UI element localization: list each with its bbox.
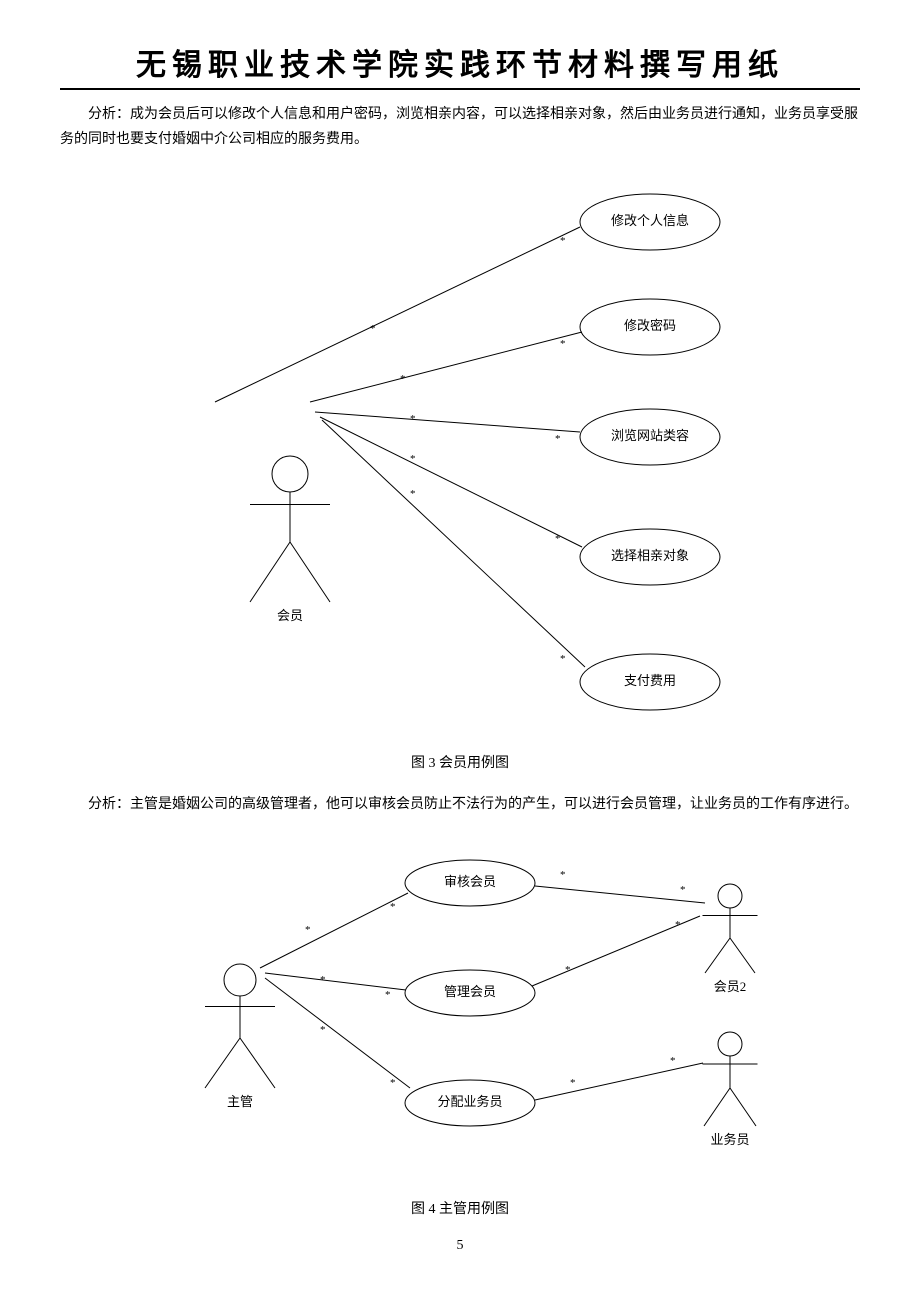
multiplicity-star: *: [560, 338, 566, 350]
usecase-label-uc3: 浏览网站类容: [611, 428, 689, 443]
usecase-label-uc5: 支付费用: [624, 673, 676, 688]
multiplicity-star: *: [555, 433, 561, 445]
actor-label-member: 会员: [277, 608, 303, 623]
usecase-uc1: 修改个人信息: [580, 194, 720, 250]
actor-staff: 业务员: [703, 1032, 758, 1147]
multiplicity-star: *: [410, 488, 416, 500]
multiplicity-star: *: [305, 924, 311, 936]
usecase-uc3: 浏览网站类容: [580, 409, 720, 465]
usecase-label-uc8: 分配业务员: [437, 1094, 502, 1109]
actor-mem2: 会员2: [703, 884, 758, 994]
multiplicity-star: *: [675, 919, 681, 931]
multiplicity-star: *: [390, 1077, 396, 1089]
association-line: [315, 412, 580, 432]
usecase-label-uc1: 修改个人信息: [611, 213, 689, 228]
multiplicity-star: *: [560, 653, 566, 665]
association-line: [310, 332, 582, 402]
diagram-2-container: * * * * * * * * * * * * 审核会员管理会员分配业务员 主管 会员2 业务员: [110, 838, 810, 1178]
actor-label-staff: 业务员: [710, 1132, 749, 1147]
multiplicity-star: *: [385, 989, 391, 1001]
page-title: 无锡职业技术学院实践环节材料撰写用纸: [60, 40, 860, 90]
association-line: [265, 973, 406, 990]
usecase-label-uc2: 修改密码: [624, 318, 676, 333]
multiplicity-star: *: [570, 1077, 576, 1089]
usecase-label-uc6: 审核会员: [444, 874, 496, 889]
multiplicity-star: *: [680, 884, 686, 896]
usecase-label-uc4: 选择相亲对象: [611, 548, 689, 563]
caption-2: 图 4 主管用例图: [60, 1198, 860, 1218]
usecase-label-uc7: 管理会员: [444, 984, 496, 999]
actor-label-mem2: 会员2: [714, 979, 747, 994]
actor-label-mgr: 主管: [227, 1094, 253, 1109]
usecase-uc4: 选择相亲对象: [580, 529, 720, 585]
association-line: [260, 893, 408, 968]
multiplicity-star: *: [565, 964, 571, 976]
section1-paragraph: 分析：成为会员后可以修改个人信息和用户密码，浏览相亲内容，可以选择相亲对象，然后…: [60, 102, 860, 152]
multiplicity-star: *: [320, 1024, 326, 1036]
association-line: [215, 227, 580, 402]
usecase-uc2: 修改密码: [580, 299, 720, 355]
usecase-diagram-1: * * * * * * * * * * 修改个人信息修改密码浏览网站类容选择相亲对象支付费用 会员: [110, 172, 810, 732]
caption-1: 图 3 会员用例图: [60, 752, 860, 772]
multiplicity-star: *: [370, 323, 376, 335]
section2-paragraph: 分析：主管是婚姻公司的高级管理者，他可以审核会员防止不法行为的产生，可以进行会员…: [60, 792, 860, 817]
association-line: [320, 417, 582, 547]
multiplicity-star: *: [410, 413, 416, 425]
multiplicity-star: *: [320, 974, 326, 986]
usecase-uc5: 支付费用: [580, 654, 720, 710]
diagram-1-container: * * * * * * * * * * 修改个人信息修改密码浏览网站类容选择相亲对象支付费用 会员: [110, 172, 810, 732]
multiplicity-star: *: [560, 235, 566, 247]
multiplicity-star: *: [410, 453, 416, 465]
usecase-uc6: 审核会员: [405, 860, 535, 906]
actor-mgr: 主管: [205, 964, 275, 1109]
multiplicity-star: *: [400, 373, 406, 385]
association-line: [322, 420, 585, 667]
multiplicity-star: *: [670, 1055, 676, 1067]
multiplicity-star: *: [555, 533, 561, 545]
usecase-uc7: 管理会员: [405, 970, 535, 1016]
association-line: [535, 1063, 703, 1100]
multiplicity-star: *: [560, 869, 566, 881]
page-number: 5: [60, 1238, 860, 1254]
usecase-diagram-2: * * * * * * * * * * * * 审核会员管理会员分配业务员 主管 会员2 业务员: [110, 838, 810, 1178]
usecase-uc8: 分配业务员: [405, 1080, 535, 1126]
multiplicity-star: *: [390, 901, 396, 913]
actor-member: 会员: [250, 456, 330, 623]
